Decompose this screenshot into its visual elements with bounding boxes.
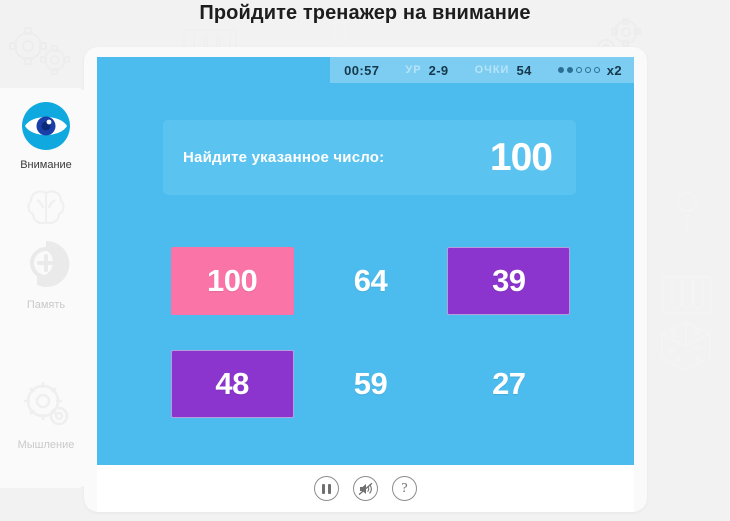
sidebar-item-brain[interactable]: [0, 184, 92, 230]
number-cell-value: 64: [353, 263, 388, 298]
speaker-muted-icon: [358, 482, 373, 496]
score-label: ОЧКИ: [474, 64, 510, 76]
gears-icon: [18, 378, 74, 434]
pause-button[interactable]: [314, 476, 339, 501]
number-cell-value: 59: [353, 366, 388, 401]
number-cell-value: 39: [492, 263, 526, 298]
number-cell-27[interactable]: 27: [447, 350, 570, 418]
prompt-panel: Найдите указанное число: 100: [163, 120, 576, 195]
help-button[interactable]: ?: [392, 476, 417, 501]
pause-icon: [321, 483, 332, 495]
game-controls: ?: [97, 465, 634, 512]
dice-decoration-right: [658, 318, 714, 374]
progress-dot: [557, 67, 564, 73]
number-cell-value: 100: [207, 263, 258, 298]
level-label: УР: [405, 64, 422, 76]
sidebar-item-thinking-label: Мышление: [17, 439, 75, 451]
progress-dot: [566, 67, 573, 73]
number-cell-64[interactable]: 64: [309, 247, 432, 315]
sidebar: Внимание Память: [0, 88, 92, 488]
progress-dot: [593, 67, 600, 73]
progress-dot: [584, 67, 591, 73]
molecule-decoration-right: [652, 96, 712, 158]
gears-decoration-left: [8, 24, 74, 78]
status-bar: 00:57 УР 2-9 ОЧКИ 54 x2: [330, 57, 634, 83]
head-plus-icon: [18, 238, 74, 294]
test-tubes-decoration-right: [658, 274, 716, 318]
page-title: Пройдите тренажер на внимание: [199, 2, 531, 24]
mute-button[interactable]: [353, 476, 378, 501]
level-value: 2-9: [428, 62, 449, 78]
brain-icon: [23, 184, 69, 230]
timer-value: 00:57: [344, 62, 380, 78]
prompt-label: Найдите указанное число:: [183, 149, 385, 166]
number-cell-value: 48: [215, 366, 249, 401]
sidebar-item-thinking[interactable]: Мышление: [0, 378, 92, 451]
number-cell-100[interactable]: 100: [170, 246, 294, 315]
progress-dot: [575, 67, 582, 73]
score-value: 54: [516, 62, 532, 78]
number-cell-48[interactable]: 48: [170, 349, 294, 418]
eye-icon: [18, 98, 74, 154]
sidebar-item-attention[interactable]: Внимание: [0, 98, 92, 171]
number-cell-value: 27: [492, 366, 526, 401]
sidebar-item-attention-label: Внимание: [20, 159, 72, 171]
game-area: 00:57 УР 2-9 ОЧКИ 54 x2 Найдите указанно…: [97, 57, 634, 465]
number-grid: 100 64 39 48 59 27: [163, 229, 578, 435]
lightbulb-decoration: [672, 190, 702, 234]
multiplier-value: x2: [606, 62, 622, 78]
number-cell-59[interactable]: 59: [309, 350, 432, 418]
sidebar-item-memory[interactable]: Память: [0, 238, 92, 311]
number-cell-39[interactable]: 39: [447, 246, 571, 315]
sidebar-item-memory-label: Память: [26, 299, 66, 311]
progress-dots: [557, 67, 600, 73]
prompt-target-number: 100: [489, 136, 553, 179]
question-icon: ?: [401, 480, 408, 496]
